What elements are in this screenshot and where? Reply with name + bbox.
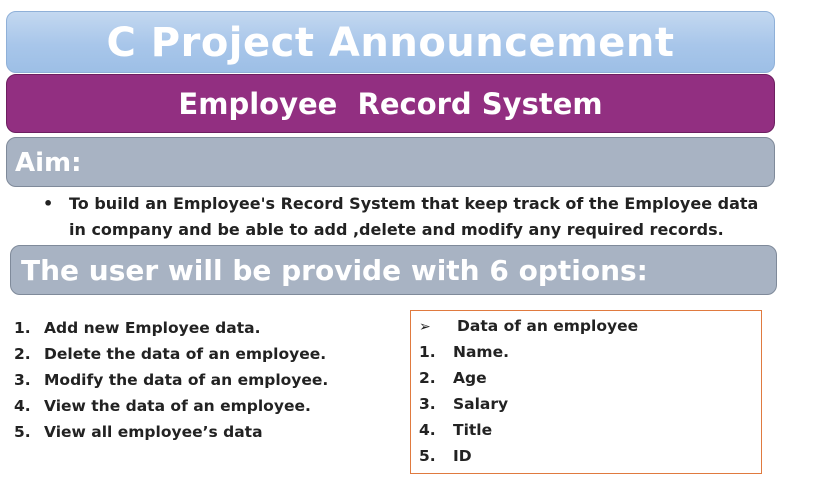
page-subtitle: Employee Record System [178,87,603,121]
list-item: 4. View the data of an employee. [14,397,311,415]
page-title: C Project Announcement [106,20,675,66]
list-item: 1. Name. [419,343,509,361]
options-banner: The user will be provide with 6 options: [10,245,777,295]
arrow-bullet-icon: ➢ [419,319,431,335]
aim-heading: Aim: [15,148,82,178]
aim-banner: Aim: [6,137,775,187]
list-item: 5. View all employee’s data [14,423,263,441]
list-item: 1. Add new Employee data. [14,319,261,337]
list-item: 3. Modify the data of an employee. [14,371,329,389]
aim-text-line-1: To build an Employee's Record System tha… [69,194,759,213]
title-banner: C Project Announcement [6,11,775,73]
employee-data-heading-row: ➢ Data of an employee [419,313,761,339]
list-item: 5. ID [419,447,472,465]
subtitle-banner: Employee Record System [6,74,775,133]
employee-data-box: ➢ Data of an employee 1. Name. 2. Age 3. Sal… [410,310,762,474]
aim-text-line-2: in company and be able to add ,delete an… [69,220,724,239]
list-item: 4. Title [419,421,493,439]
list-item: 2. Delete the data of an employee. [14,345,327,363]
options-heading: The user will be provide with 6 options: [21,254,648,287]
list-item: 2. Age [419,369,487,387]
aim-bullet: • To build an Employee's Record System t… [43,191,763,243]
list-item: 3. Salary [419,395,509,413]
bullet-icon: • [43,194,54,213]
options-list: 1. Add new Employee data. 2. Delete the da… [14,315,328,445]
employee-data-heading: Data of an employee [457,317,639,335]
